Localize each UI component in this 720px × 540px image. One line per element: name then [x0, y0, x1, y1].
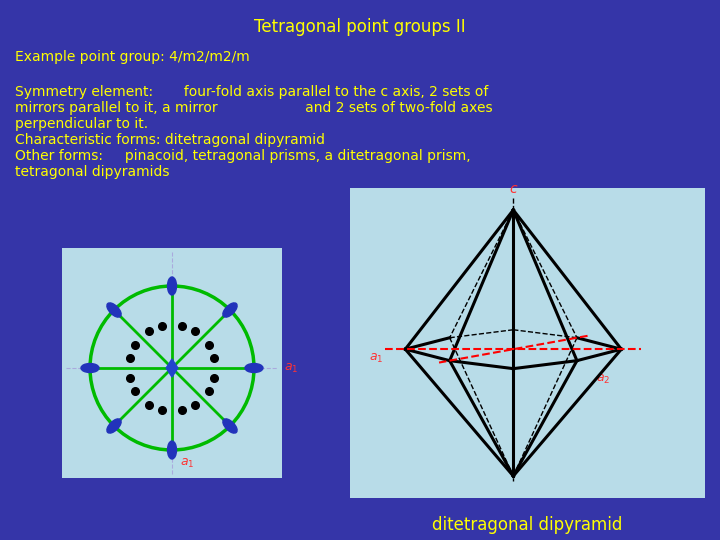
Text: perpendicular to it.: perpendicular to it. [15, 117, 148, 131]
Ellipse shape [223, 419, 237, 433]
Polygon shape [166, 359, 178, 377]
Text: c: c [510, 182, 517, 196]
Text: ditetragonal dipyramid: ditetragonal dipyramid [432, 516, 623, 534]
Ellipse shape [107, 419, 121, 433]
Ellipse shape [168, 441, 176, 459]
Text: Other forms:     pinacoid, tetragonal prisms, a ditetragonal prism,: Other forms: pinacoid, tetragonal prisms… [15, 149, 471, 163]
Ellipse shape [245, 363, 263, 373]
Text: $a_1$: $a_1$ [369, 352, 383, 365]
Text: mirrors parallel to it, a mirror                    and 2 sets of two-fold axes: mirrors parallel to it, a mirror and 2 s… [15, 101, 492, 115]
Bar [62, 248, 282, 478]
Text: Example point group: 4/m2/m2/m: Example point group: 4/m2/m2/m [15, 50, 250, 64]
Text: Characteristic forms: ditetragonal dipyramid: Characteristic forms: ditetragonal dipyr… [15, 133, 325, 147]
Ellipse shape [223, 303, 237, 317]
Text: tetragonal dipyramids: tetragonal dipyramids [15, 165, 169, 179]
Text: $a_1$: $a_1$ [284, 361, 298, 375]
Text: Symmetry element:       four-fold axis parallel to the c axis, 2 sets of: Symmetry element: four-fold axis paralle… [15, 85, 488, 99]
Ellipse shape [107, 303, 121, 317]
Ellipse shape [168, 277, 176, 295]
Text: $a_1$: $a_1$ [180, 457, 194, 470]
Text: Tetragonal point groups II: Tetragonal point groups II [254, 18, 466, 36]
Text: $a_2$: $a_2$ [596, 373, 610, 387]
Bar [350, 188, 705, 498]
Ellipse shape [81, 363, 99, 373]
